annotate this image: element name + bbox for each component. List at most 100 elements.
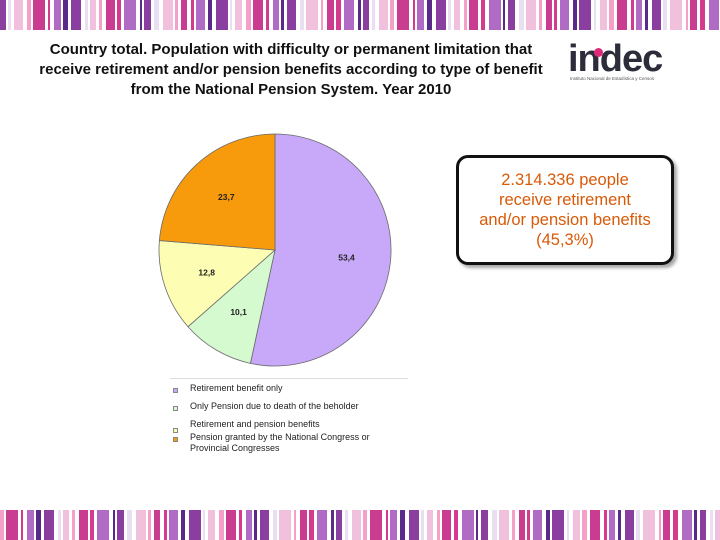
decorative-stripe (604, 510, 607, 540)
decorative-stripe (306, 0, 318, 30)
decorative-stripe (71, 0, 81, 30)
legend-label: Retirement and pension benefits (190, 419, 320, 429)
decorative-stripe (636, 0, 642, 30)
decorative-stripe (567, 510, 569, 540)
decorative-stripe (421, 510, 424, 540)
decorative-stripe (48, 0, 50, 30)
decorative-stripe (363, 510, 367, 540)
decorative-stripe (481, 510, 488, 540)
decorative-stripe (546, 510, 550, 540)
decorative-stripe (226, 510, 236, 540)
indec-logo: indec Instituto Nacional de Estadística … (566, 38, 678, 90)
decorative-stripe (489, 0, 501, 30)
decorative-stripe (609, 0, 614, 30)
chart-title: Country total. Population with difficult… (39, 41, 543, 98)
decorative-stripe (436, 0, 446, 30)
decorative-stripe (409, 510, 419, 540)
decorative-stripe (512, 510, 515, 540)
decorative-stripe (476, 510, 478, 540)
decorative-stripe (590, 510, 600, 540)
decorative-stripe (260, 510, 269, 540)
decorative-stripe (715, 510, 720, 540)
pie-slice-3 (158, 240, 276, 328)
decorative-stripe (579, 0, 591, 30)
decorative-stripe (327, 0, 334, 30)
decorative-stripe (246, 510, 252, 540)
decorative-stripe (462, 510, 474, 540)
decorative-stripe (33, 0, 45, 30)
decorative-stripe (554, 0, 557, 30)
decorative-stripe (63, 510, 69, 540)
decorative-stripe (63, 0, 68, 30)
decorative-stripe (127, 510, 132, 540)
decorative-stripe (196, 0, 205, 30)
decorative-stripe (552, 510, 564, 540)
decorative-stripe (400, 510, 405, 540)
decorative-stripe (99, 0, 102, 30)
decorative-stripe (386, 510, 388, 540)
decorative-stripe (246, 0, 251, 30)
decorative-stripe (344, 0, 354, 30)
pie-slice-label-1: 53,4 (338, 253, 355, 263)
decorative-stripe (519, 510, 525, 540)
decorative-stripe (44, 510, 54, 540)
decorative-stripe (379, 0, 388, 30)
decorative-stripe (154, 510, 160, 540)
pie-slice-2 (187, 248, 276, 364)
decorative-stripe (617, 0, 627, 30)
decorative-stripe (454, 0, 460, 30)
decorative-stripe (54, 0, 61, 30)
decorative-stripe (700, 510, 706, 540)
decorative-stripe (618, 510, 621, 540)
decorative-stripe (448, 0, 451, 30)
decorative-stripe (279, 510, 291, 540)
legend-swatch (173, 437, 178, 442)
decorative-stripe (659, 510, 661, 540)
decorative-stripe (560, 0, 569, 30)
decorative-stripe (219, 510, 224, 540)
decorative-stripe (526, 0, 536, 30)
legend-divider (170, 378, 408, 379)
decorative-stripe (503, 0, 505, 30)
decorative-stripe (345, 510, 348, 540)
decorative-stripe (85, 0, 88, 30)
decorative-stripe (481, 0, 485, 30)
decorative-stripe (113, 510, 115, 540)
decorative-stripe (670, 0, 682, 30)
decorative-stripe (397, 0, 409, 30)
decorative-stripe (352, 510, 361, 540)
decorative-stripe (469, 0, 478, 30)
decorative-stripe (370, 510, 382, 540)
pie-slice-4 (158, 133, 276, 251)
decorative-stripe (8, 0, 11, 30)
pie-slice-1 (249, 133, 392, 367)
decorative-stripe (390, 0, 394, 30)
decorative-stripe (254, 510, 257, 540)
decorative-stripe (0, 0, 6, 30)
decorative-stripe (208, 510, 215, 540)
decorative-stripe (331, 510, 334, 540)
decorative-stripe (645, 0, 648, 30)
legend-swatch (173, 388, 178, 393)
decorative-stripe (117, 510, 124, 540)
logo-subtitle: Instituto Nacional de Estadística y Cens… (570, 76, 655, 81)
decorative-stripe (140, 0, 142, 30)
decorative-stripe (625, 510, 634, 540)
decorative-stripe (273, 510, 277, 540)
decorative-stripe (336, 510, 342, 540)
legend-label: Retirement benefit only (190, 383, 283, 393)
decorative-stripe (427, 510, 433, 540)
decorative-stripe (287, 0, 296, 30)
decorative-stripe (643, 510, 655, 540)
decorative-stripe (154, 0, 159, 30)
decorative-stripe (239, 510, 242, 540)
decorative-stripe (266, 0, 269, 30)
decorative-stripe (181, 0, 187, 30)
decorative-stripe (690, 0, 697, 30)
decorative-stripe (609, 510, 615, 540)
top-stripe-band (0, 0, 720, 30)
pie-slice-label-2: 10,1 (230, 307, 247, 317)
decorative-stripe (686, 0, 688, 30)
decorative-stripe (300, 510, 307, 540)
decorative-stripe (230, 0, 232, 30)
